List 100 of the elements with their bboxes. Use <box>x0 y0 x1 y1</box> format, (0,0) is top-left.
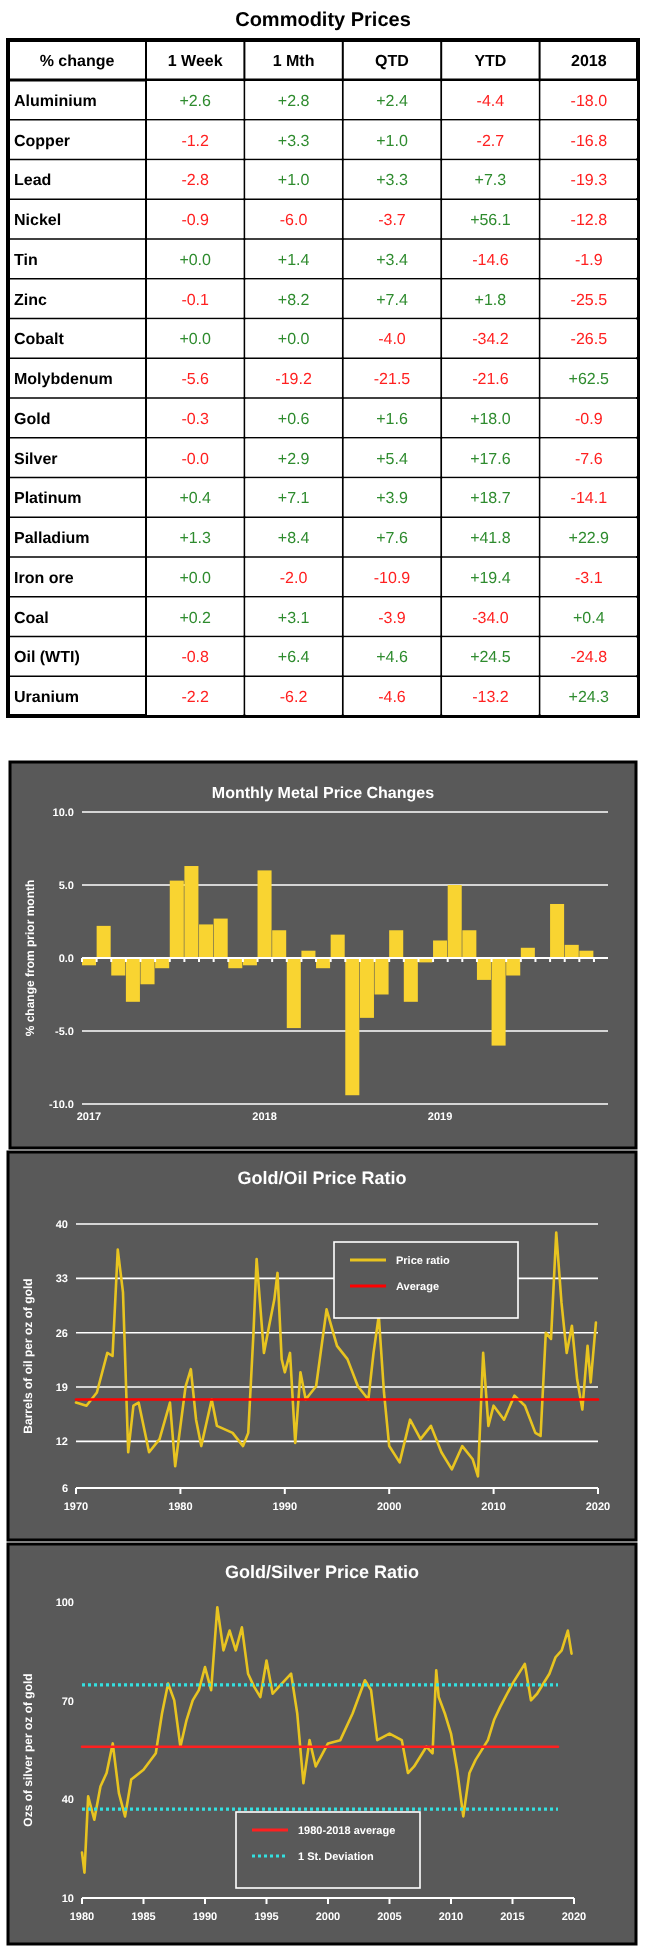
data-label: +5.4 <box>376 449 409 468</box>
x-tick-label: QTD <box>375 52 410 70</box>
data-label: -1.9 <box>575 250 604 269</box>
data-label: -21.5 <box>373 370 412 389</box>
y-tick-label: Aluminium <box>14 91 97 110</box>
data-label: -3.1 <box>575 568 604 587</box>
data-label: -2.0 <box>279 568 309 587</box>
data-label: -34.0 <box>472 608 510 627</box>
data-label: +6.4 <box>277 648 311 667</box>
chart-title: Gold/Oil Price Ratio <box>237 1168 408 1188</box>
y-tick-label: Platinum <box>14 489 82 508</box>
data-label: +1.3 <box>179 529 213 548</box>
data-label: +1.4 <box>277 250 311 269</box>
y-tick-label: Silver <box>14 449 58 468</box>
data-label: +0.2 <box>179 608 213 627</box>
data-label: +7.1 <box>277 489 311 508</box>
data-label: -0.0 <box>181 449 211 468</box>
y-tick-label: Coal <box>14 608 49 627</box>
y-tick-label: Oil (WTI) <box>14 648 81 667</box>
chart-title: Commodity Prices <box>235 10 412 32</box>
data-label: -4.6 <box>378 688 407 707</box>
x-tick-label: YTD <box>474 52 507 70</box>
data-label: +4.6 <box>376 648 409 667</box>
data-label: +18.0 <box>470 409 512 428</box>
bar <box>96 925 111 958</box>
data-label: +0.0 <box>179 330 213 349</box>
data-label: +2.8 <box>277 91 311 110</box>
y-tick-label: Iron ore <box>14 568 75 587</box>
chart-title: Monthly Metal Price Changes <box>211 784 436 802</box>
data-label: -12.8 <box>570 211 609 230</box>
data-label: +7.3 <box>474 171 508 190</box>
data-label: +56.1 <box>470 211 512 230</box>
data-label: +17.6 <box>470 449 512 468</box>
data-label: +41.8 <box>470 529 512 548</box>
data-label: -0.8 <box>181 648 211 667</box>
data-label: -6.2 <box>279 688 309 707</box>
data-label: -5.6 <box>181 370 211 389</box>
data-label: -21.6 <box>472 370 510 389</box>
data-label: -2.7 <box>476 131 506 150</box>
data-label: -7.6 <box>575 449 604 468</box>
data-label: -0.9 <box>181 211 211 230</box>
data-label: +7.4 <box>376 290 409 309</box>
y-tick-label: Molybdenum <box>14 370 113 389</box>
data-label: -14.1 <box>570 489 609 508</box>
y-axis-title: % change <box>39 52 116 70</box>
y-tick-label: Zinc <box>14 290 48 309</box>
data-label: +0.4 <box>179 489 213 508</box>
data-label: +3.9 <box>376 489 409 508</box>
data-label: -0.3 <box>181 409 211 428</box>
data-label: -19.2 <box>275 370 313 389</box>
line-series <box>80 1605 573 1874</box>
data-label: +0.6 <box>277 409 311 428</box>
data-label: +8.4 <box>277 529 311 548</box>
x-tick-label: 1 Week <box>167 52 224 70</box>
y-tick-label: Uranium <box>14 688 79 707</box>
data-label: +2.4 <box>376 91 409 110</box>
data-label: -16.8 <box>570 131 609 150</box>
data-label: +0.0 <box>179 568 213 587</box>
data-label: -13.2 <box>472 688 510 707</box>
data-label: +3.1 <box>277 608 311 627</box>
data-label: -4.0 <box>378 330 407 349</box>
data-label: +1.6 <box>376 409 409 428</box>
y-tick-label: Tin <box>14 250 38 269</box>
y-tick-label: Gold <box>14 409 51 428</box>
data-label: -10.9 <box>373 568 412 587</box>
data-label: +0.0 <box>277 330 311 349</box>
data-label: +3.3 <box>376 171 409 190</box>
line-series <box>74 1231 598 1478</box>
data-label: -6.0 <box>279 211 309 230</box>
y-tick-label: Cobalt <box>14 330 65 349</box>
bar <box>389 930 404 958</box>
data-label: +1.0 <box>277 171 311 190</box>
data-label: +1.0 <box>376 131 409 150</box>
data-label: -19.3 <box>570 171 609 190</box>
data-label: -2.8 <box>181 171 211 190</box>
data-label: -2.2 <box>181 688 211 707</box>
bar <box>330 934 345 958</box>
data-label: +22.9 <box>568 529 611 548</box>
chart-title: Gold/Silver Price Ratio <box>224 1562 421 1582</box>
data-label: +0.0 <box>179 250 213 269</box>
data-label: +2.9 <box>277 449 311 468</box>
x-tick-label: 2018 <box>571 52 608 70</box>
data-label: +18.7 <box>470 489 512 508</box>
data-label: -4.4 <box>476 91 506 110</box>
data-label: +2.6 <box>179 91 213 110</box>
data-label: +62.5 <box>568 370 611 389</box>
y-tick-label: Lead <box>14 171 52 190</box>
data-label: +1.8 <box>474 290 508 309</box>
data-label: -26.5 <box>570 330 609 349</box>
data-label: +3.3 <box>277 131 311 150</box>
data-label: +3.4 <box>376 250 409 269</box>
data-label: -18.0 <box>570 91 609 110</box>
data-label: +24.3 <box>568 688 611 707</box>
data-label: -34.2 <box>472 330 510 349</box>
data-label: +24.5 <box>470 648 512 667</box>
data-label: +8.2 <box>277 290 311 309</box>
data-label: -1.2 <box>181 131 211 150</box>
data-label: -14.6 <box>472 250 510 269</box>
y-tick-label: Palladium <box>14 529 90 548</box>
data-label: +0.4 <box>573 608 606 627</box>
